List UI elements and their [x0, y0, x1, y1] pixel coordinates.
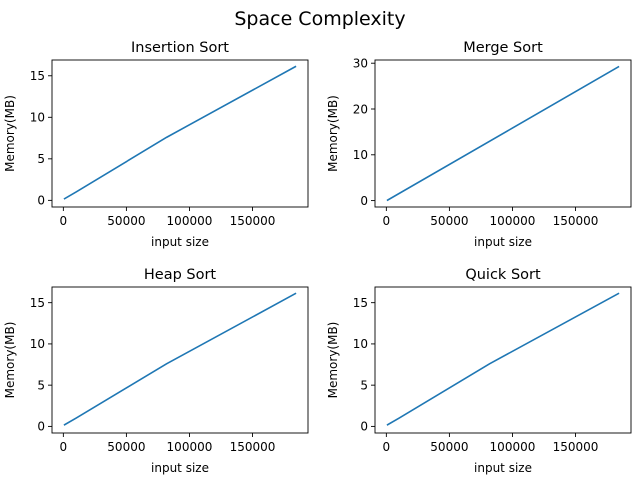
- y-axis-label: Memory(MB): [326, 95, 340, 172]
- x-tick-label: 100000: [167, 214, 213, 228]
- subplot-title: Merge Sort: [463, 40, 543, 56]
- figure-title: Space Complexity: [234, 8, 405, 30]
- y-axis-label: Memory(MB): [326, 322, 340, 399]
- y-tick-label: 15: [30, 296, 45, 310]
- subplot-3: Heap Sort 0 50000 100000 150000 0 5 10 15 input s…: [3, 267, 309, 475]
- subplot-title: Quick Sort: [465, 267, 541, 283]
- y-tick-label: 15: [30, 69, 45, 83]
- x-tick-label: 150000: [230, 440, 276, 454]
- y-tick-label: 10: [30, 337, 45, 351]
- y-tick-label: 10: [353, 148, 368, 162]
- x-axis-label: input size: [151, 461, 209, 475]
- subplot-4: Quick Sort 0 50000 100000 150000 0 5 10 15 input …: [326, 267, 632, 475]
- y-tick-label: 5: [37, 152, 45, 166]
- y-tick-label: 15: [353, 296, 368, 310]
- y-axis-label: Memory(MB): [3, 322, 17, 399]
- x-tick-label: 0: [383, 440, 391, 454]
- subplot-2: Merge Sort 0 50000 100000 150000 0 10 20 30 input…: [326, 40, 632, 249]
- plot-area: [374, 59, 632, 208]
- y-tick-label: 5: [37, 378, 45, 392]
- y-tick-label: 10: [353, 337, 368, 351]
- x-tick-label: 0: [60, 440, 68, 454]
- y-tick-label: 0: [360, 194, 368, 208]
- plot-area: [51, 59, 309, 208]
- plot-area: [374, 286, 632, 434]
- y-tick-label: 20: [353, 102, 368, 116]
- series-line: [386, 292, 620, 426]
- x-tick-label: 100000: [167, 440, 213, 454]
- plot-area: [51, 286, 309, 434]
- series-line: [386, 65, 620, 202]
- series-line: [63, 65, 297, 200]
- y-axis-label: Memory(MB): [3, 95, 17, 172]
- x-tick-label: 50000: [430, 440, 468, 454]
- x-tick-label: 50000: [430, 214, 468, 228]
- x-tick-label: 100000: [490, 214, 536, 228]
- x-tick-label: 0: [60, 214, 68, 228]
- y-tick-label: 30: [353, 57, 368, 71]
- x-tick-label: 0: [383, 214, 391, 228]
- x-tick-label: 150000: [230, 214, 276, 228]
- x-axis-label: input size: [151, 235, 209, 249]
- y-tick-label: 0: [360, 420, 368, 434]
- y-tick-label: 10: [30, 111, 45, 125]
- x-tick-label: 100000: [490, 440, 536, 454]
- x-axis-label: input size: [474, 235, 532, 249]
- x-axis-label: input size: [474, 461, 532, 475]
- y-tick-label: 0: [37, 420, 45, 434]
- series-line: [63, 292, 297, 426]
- x-tick-label: 50000: [107, 214, 145, 228]
- y-tick-label: 5: [360, 378, 368, 392]
- subplot-title: Heap Sort: [144, 267, 217, 283]
- subplot-title: Insertion Sort: [131, 40, 229, 56]
- x-tick-label: 150000: [553, 214, 599, 228]
- y-tick-label: 0: [37, 194, 45, 208]
- subplot-1: Insertion Sort 0 50000 100000 150000 0 5 10 15 in…: [3, 40, 309, 249]
- x-tick-label: 50000: [107, 440, 145, 454]
- x-tick-label: 150000: [553, 440, 599, 454]
